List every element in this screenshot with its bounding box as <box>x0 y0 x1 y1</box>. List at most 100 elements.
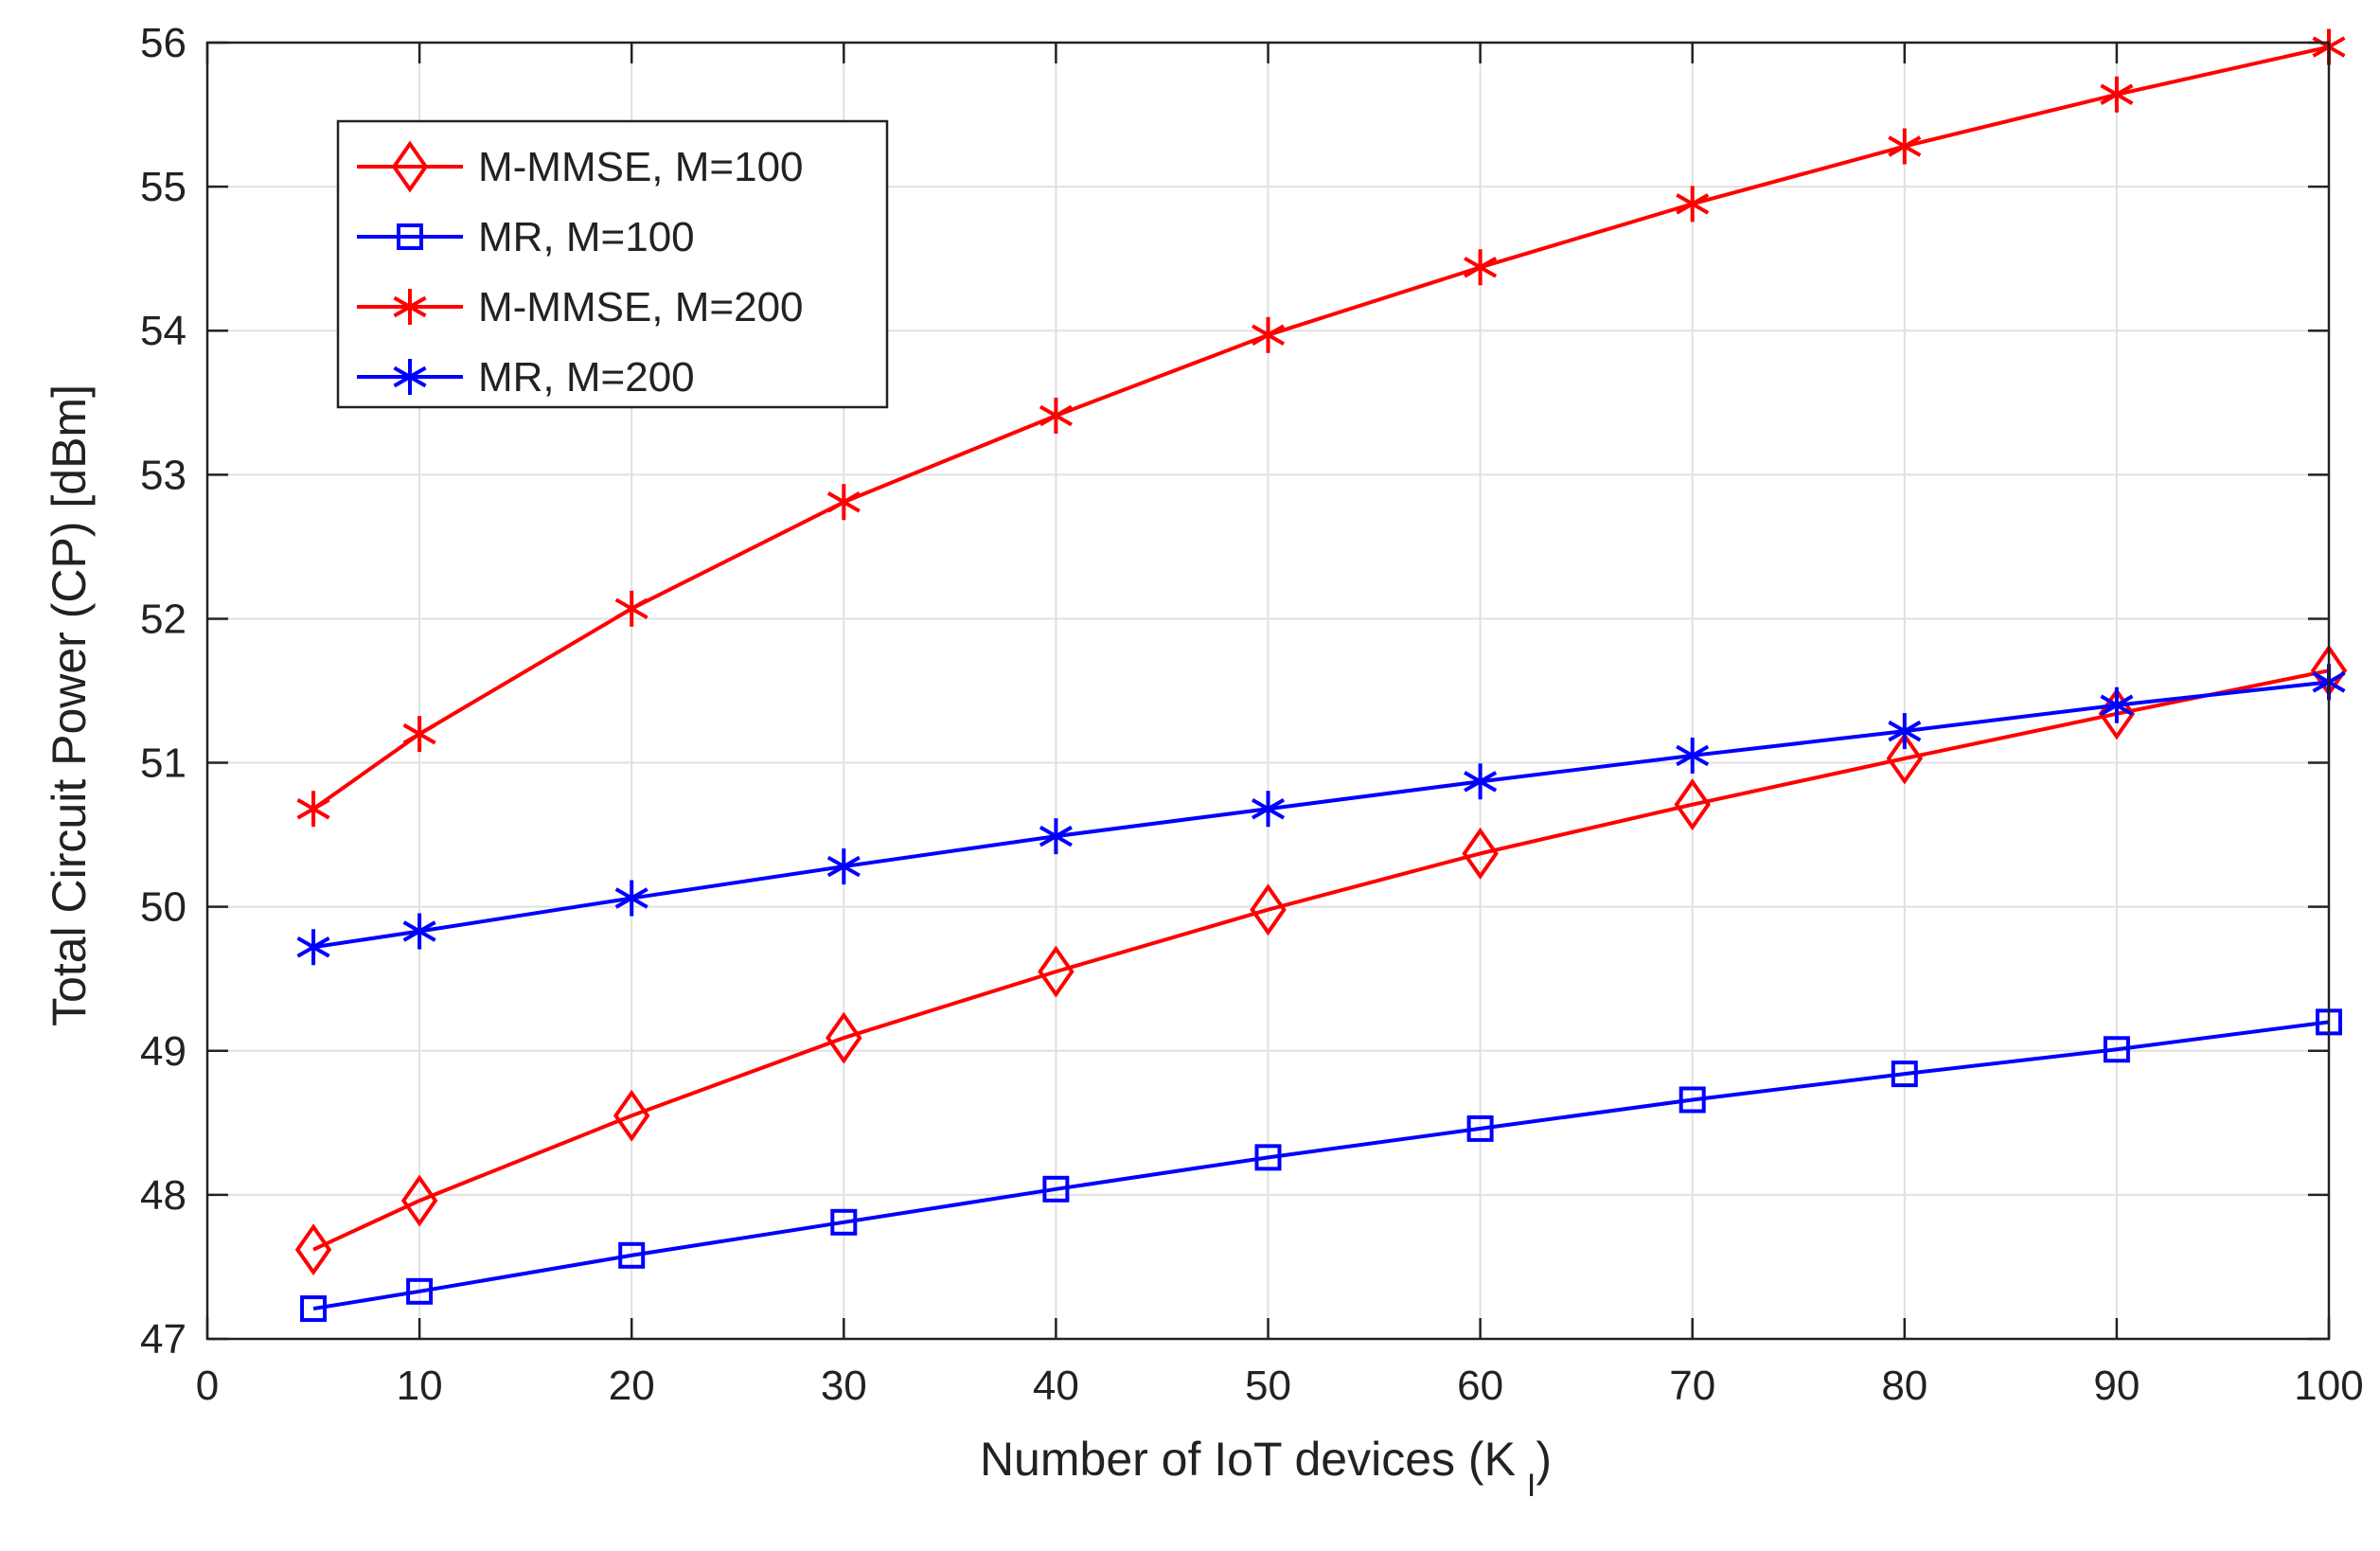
diamond-marker <box>613 1089 650 1142</box>
data-point <box>1042 1175 1070 1203</box>
diamond-marker <box>391 140 429 193</box>
y-tick-label: 51 <box>140 740 186 787</box>
legend-entry: MR, M=100 <box>357 214 695 260</box>
legend-box <box>336 119 889 409</box>
legend-entry: MR, M=200 <box>357 354 695 401</box>
x-tick-label: 50 <box>1245 1363 1291 1409</box>
square-marker <box>618 1241 646 1269</box>
data-point <box>296 929 330 966</box>
asterisk-stroke <box>1464 257 1498 278</box>
x-tick-label: 100 <box>2294 1363 2363 1409</box>
x-tick-label: 10 <box>397 1363 443 1409</box>
y-tick-label: 52 <box>140 596 186 642</box>
x-tick-label: 60 <box>1457 1363 1503 1409</box>
diamond-marker <box>1886 732 1924 785</box>
x-tick-label: 90 <box>2093 1363 2140 1409</box>
legend-label: M-MMSE, M=100 <box>478 144 804 190</box>
asterisk-stroke <box>1464 771 1498 793</box>
legend-label: MR, M=200 <box>478 354 695 401</box>
square-marker <box>1042 1175 1070 1203</box>
asterisk-stroke <box>2100 694 2134 716</box>
data-point <box>1254 1144 1282 1171</box>
asterisk-stroke <box>1888 720 1922 742</box>
legend-label: MR, M=100 <box>478 214 695 260</box>
diamond-marker <box>1250 883 1287 936</box>
data-point <box>1464 249 1498 286</box>
data-point <box>826 484 861 521</box>
asterisk-stroke <box>393 365 427 388</box>
data-point <box>1038 945 1075 998</box>
asterisk-stroke <box>402 920 436 942</box>
asterisk-stroke <box>402 722 436 745</box>
data-point <box>1251 791 1286 828</box>
square-marker <box>1678 1086 1706 1114</box>
tick-labels: 0 10 20 30 40 50 60 70 80 90 100 47 48 49 50 51 52 53 54 55… <box>140 20 2364 1409</box>
data-point <box>1891 1061 1918 1088</box>
data-point <box>1462 827 1499 880</box>
asterisk-stroke <box>826 855 861 878</box>
axis-titles: Number of IoT devices (K I) Total Circuit… <box>43 384 1552 1504</box>
legend-marker <box>393 359 427 395</box>
asterisk-stroke <box>1251 797 1286 820</box>
data-point <box>1888 128 1922 165</box>
asterisk-stroke <box>1251 324 1286 347</box>
x-tick-label: 30 <box>821 1363 867 1409</box>
y-tick-label: 49 <box>140 1028 186 1075</box>
legend-marker <box>393 289 427 325</box>
data-point <box>1678 1086 1706 1114</box>
asterisk-stroke <box>1039 404 1073 427</box>
data-point <box>826 1011 862 1064</box>
data-point <box>296 791 330 828</box>
data-point <box>1886 732 1924 785</box>
legend-marker <box>391 140 429 193</box>
series-layer <box>294 28 2348 1323</box>
y-tick-label: 53 <box>140 452 186 498</box>
y-axis-label: Total Circuit Power (CP) [dBm] <box>43 384 96 1026</box>
legend-entry: M-MMSE, M=100 <box>357 140 804 193</box>
axes <box>205 41 2331 1341</box>
data-point <box>1676 737 1710 774</box>
legend-label: M-MMSE, M=200 <box>478 284 804 330</box>
asterisk-stroke <box>1676 744 1710 767</box>
data-point <box>2100 76 2134 113</box>
data-point <box>826 848 861 885</box>
x-tick-label: 70 <box>1669 1363 1715 1409</box>
data-point <box>2103 1036 2130 1063</box>
asterisk-stroke <box>1676 193 1710 215</box>
x-tick-label: 0 <box>196 1363 219 1409</box>
data-point <box>1888 713 1922 750</box>
y-tick-label: 56 <box>140 20 186 66</box>
data-point <box>400 1174 438 1227</box>
diamond-marker <box>1038 945 1075 998</box>
series-mr-m-100 <box>300 1008 2342 1323</box>
asterisk-stroke <box>614 887 648 909</box>
x-axis-label: Number of IoT devices (K I) <box>980 1433 1552 1504</box>
asterisk-stroke <box>1888 135 1922 157</box>
data-point <box>830 1208 858 1236</box>
diamond-marker <box>826 1011 862 1064</box>
y-tick-label: 47 <box>140 1316 186 1363</box>
diamond-marker <box>400 1174 438 1227</box>
square-marker <box>830 1208 858 1236</box>
x-tick-label: 40 <box>1033 1363 1079 1409</box>
data-point <box>614 590 648 627</box>
data-point <box>1039 818 1073 855</box>
diamond-marker <box>1462 827 1499 880</box>
data-point <box>1674 778 1711 831</box>
y-tick-label: 48 <box>140 1172 186 1219</box>
series-m-mmse-m-100 <box>294 644 2348 1276</box>
series-m-mmse-m-200 <box>296 28 2346 828</box>
x-tick-label: 80 <box>1881 1363 1927 1409</box>
square-marker <box>2103 1036 2130 1063</box>
diamond-marker <box>1674 778 1711 831</box>
square-marker <box>300 1295 328 1323</box>
asterisk-stroke <box>296 936 330 958</box>
data-point <box>613 1089 650 1142</box>
data-point <box>1250 883 1287 936</box>
data-point <box>618 1241 646 1269</box>
series-line <box>312 1020 2330 1311</box>
data-point <box>402 716 436 753</box>
asterisk-stroke <box>1039 825 1073 847</box>
square-marker <box>1891 1061 1918 1088</box>
